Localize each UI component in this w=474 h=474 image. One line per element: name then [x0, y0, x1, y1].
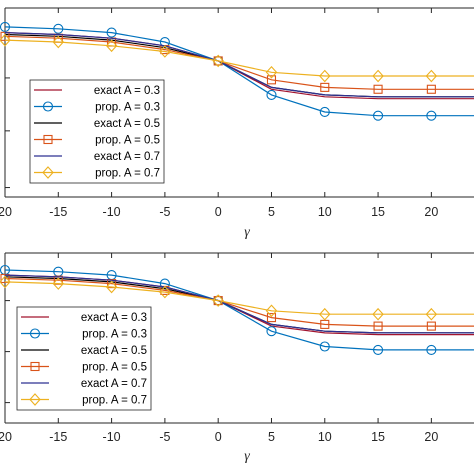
data-point — [426, 321, 436, 331]
legend-label: exact A = 0.3 — [94, 85, 160, 97]
legend-label: prop. A = 0.5 — [95, 135, 160, 147]
legend-box — [16, 306, 152, 411]
data-point — [212, 294, 224, 307]
x-tick-label: -15 — [49, 205, 67, 219]
x-tick-label: 10 — [318, 430, 332, 444]
legend-marker — [42, 166, 54, 179]
legend: exact A = 0.3 prop. A = 0.3 exact A = 0.5 p… — [29, 79, 165, 184]
x-tick-label: -5 — [159, 205, 170, 219]
series-line-6 — [4, 281, 474, 315]
legend-marker — [43, 134, 53, 145]
data-point — [106, 27, 117, 38]
data-point — [373, 321, 383, 331]
data-point — [373, 110, 384, 121]
legend-label: prop. A = 0.3 — [95, 102, 160, 114]
data-point — [105, 39, 118, 53]
data-point — [372, 307, 384, 321]
legend-label: exact A = 0.5 — [81, 345, 147, 357]
legend: exact A = 0.3 prop. A = 0.3 exact A = 0.5 p… — [16, 306, 152, 411]
data-point — [266, 89, 277, 100]
data-point — [319, 307, 331, 321]
legend-label: exact A = 0.3 — [81, 312, 147, 324]
data-point — [425, 307, 438, 321]
data-point — [53, 23, 64, 34]
x-tick-label: 15 — [371, 430, 385, 444]
data-point — [319, 69, 331, 83]
legend-label: prop. A = 0.3 — [82, 329, 147, 341]
chart-panel-1: 20 -15 -10 -5 0 5 10 15 20 γ exact A = 0.3 prop. A … — [0, 7, 474, 240]
data-point — [373, 344, 384, 355]
data-point — [213, 296, 223, 306]
data-point — [52, 35, 65, 49]
series-line-4 — [4, 277, 474, 327]
legend-label: prop. A = 0.7 — [82, 395, 147, 407]
x-tick-label: -15 — [49, 430, 67, 444]
data-point — [425, 69, 438, 83]
data-point — [265, 65, 278, 79]
data-point — [212, 54, 224, 68]
legend-marker — [29, 328, 41, 339]
data-point — [266, 313, 277, 323]
series-line-2 — [4, 269, 474, 351]
data-point — [266, 326, 277, 337]
legend-label: exact A = 0.5 — [94, 118, 160, 130]
data-point — [159, 45, 171, 58]
legend-label: exact A = 0.7 — [94, 151, 160, 163]
data-point — [426, 110, 437, 121]
data-point — [265, 304, 278, 318]
legend-label: exact A = 0.7 — [81, 378, 147, 390]
x-tick-label: -5 — [159, 430, 170, 444]
data-point — [159, 285, 171, 299]
series-line-5 — [4, 274, 474, 334]
data-point — [426, 84, 436, 94]
legend-marker — [30, 361, 40, 372]
data-point — [0, 33, 11, 47]
x-tick-label: -10 — [103, 205, 121, 219]
x-tick-label: -10 — [103, 430, 121, 444]
x-tick-label: 15 — [371, 205, 385, 219]
x-axis-label: γ — [244, 449, 250, 464]
data-point — [319, 341, 330, 352]
data-point — [105, 280, 118, 294]
x-tick-label: 0 — [215, 205, 222, 219]
x-tick-label: 20 — [0, 430, 12, 444]
x-tick-label: 20 — [424, 430, 438, 444]
x-tick-label: 5 — [268, 205, 275, 219]
data-point — [266, 75, 277, 85]
data-point — [0, 21, 11, 32]
data-point — [52, 277, 65, 290]
data-point — [319, 106, 330, 117]
chart-panel-2: 20 -15 -10 -5 0 5 10 15 20 γ exact A = 0.3 prop. A … — [0, 252, 474, 464]
legend-marker — [42, 101, 54, 112]
x-tick-label: 20 — [424, 205, 438, 219]
data-point — [0, 275, 11, 289]
series-line-5 — [4, 32, 474, 98]
x-tick-label: 5 — [268, 430, 275, 444]
series-line-4 — [4, 35, 474, 90]
legend-label: prop. A = 0.5 — [82, 362, 147, 374]
x-tick-label: 0 — [215, 430, 222, 444]
legend-box — [29, 79, 165, 184]
x-tick-label: 10 — [318, 205, 332, 219]
x-tick-label: 20 — [0, 205, 12, 219]
data-point — [320, 82, 330, 92]
legend-marker — [29, 393, 41, 406]
data-point — [372, 69, 384, 83]
x-axis-label: γ — [244, 225, 250, 240]
data-point — [426, 344, 437, 355]
series-line-2 — [4, 26, 474, 117]
legend-label: prop. A = 0.7 — [95, 168, 160, 180]
data-point — [373, 84, 383, 94]
data-point — [213, 56, 223, 66]
series-line-6 — [4, 39, 474, 77]
